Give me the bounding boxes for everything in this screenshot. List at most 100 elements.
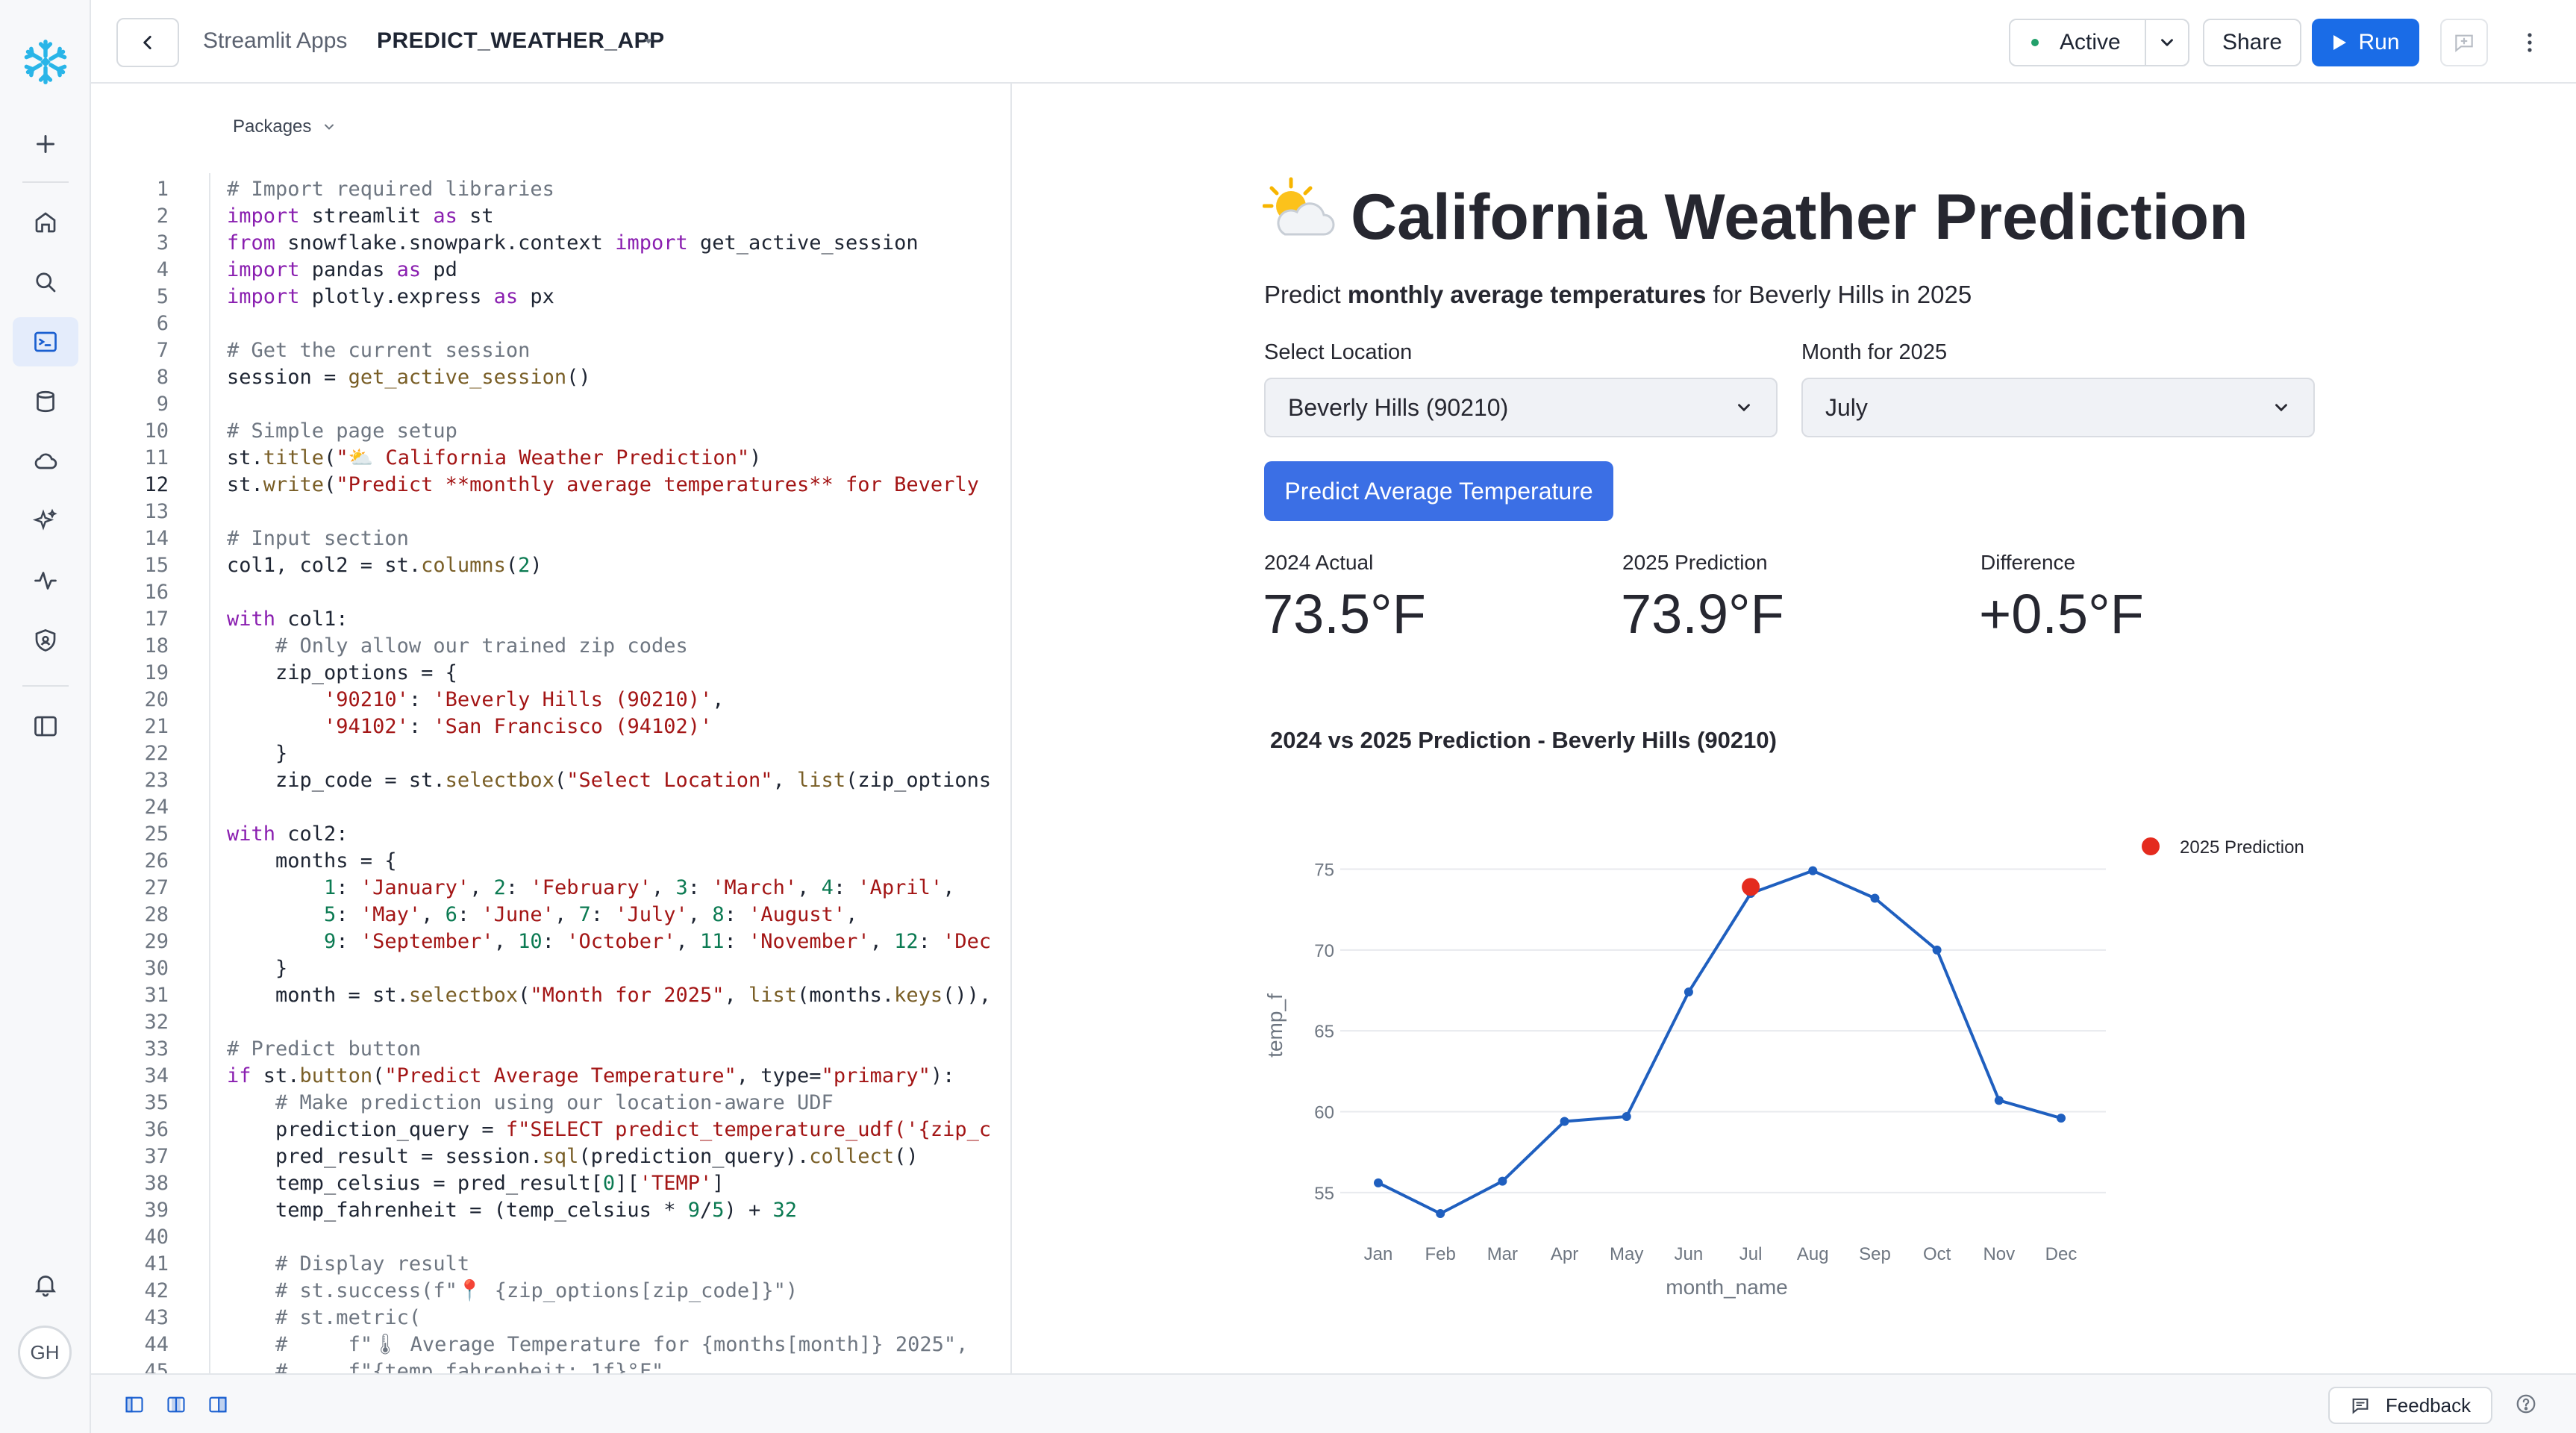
code-line[interactable]: 28 5: 'May', 6: 'June', 7: 'July', 8: 'A… xyxy=(91,902,1010,928)
sidebar-toggle-icon[interactable] xyxy=(13,702,78,751)
code-line-text: # Get the current session xyxy=(227,339,531,362)
status-button[interactable]: Active xyxy=(2010,20,2146,65)
code-editor[interactable]: Packages 1 # Import required libraries 2 im… xyxy=(91,84,1012,1373)
code-line[interactable]: 20 '90210': 'Beverly Hills (90210)', xyxy=(91,687,1010,714)
code-line[interactable]: 10 # Simple page setup xyxy=(91,418,1010,445)
code-line[interactable]: 31 month = st.selectbox("Month for 2025"… xyxy=(91,982,1010,1009)
prediction-point xyxy=(1742,878,1760,896)
rail-divider xyxy=(22,685,69,687)
ai-sparkle-icon[interactable] xyxy=(13,496,78,546)
code-line[interactable]: 32 xyxy=(91,1009,1010,1036)
create-plus-icon[interactable] xyxy=(13,119,78,169)
share-button[interactable]: Share xyxy=(2203,19,2301,66)
top-header: Streamlit Apps PREDICT_WEATHER_APP Activ… xyxy=(91,0,2576,84)
code-line-text xyxy=(169,1009,227,1036)
code-line[interactable]: 26 months = { xyxy=(91,848,1010,875)
code-line-text: months = { xyxy=(227,849,397,872)
code-line[interactable]: 14 # Input section xyxy=(91,525,1010,552)
code-line[interactable]: 11 st.title("⛅ California Weather Predict… xyxy=(91,445,1010,472)
status-dropdown-toggle[interactable] xyxy=(2146,20,2188,65)
layout-editor-only-icon[interactable] xyxy=(124,1394,145,1415)
code-line[interactable]: 36 prediction_query = f"SELECT predict_t… xyxy=(91,1117,1010,1143)
breadcrumb-parent-link[interactable]: Streamlit Apps xyxy=(203,28,348,53)
code-line[interactable]: 39 temp_fahrenheit = (temp_celsius * 9/5… xyxy=(91,1197,1010,1224)
predict-temperature-button[interactable]: Predict Average Temperature xyxy=(1264,461,1613,521)
code-line-text: from snowflake.snowpark.context import g… xyxy=(227,231,919,255)
code-line[interactable]: 19 zip_options = { xyxy=(91,660,1010,687)
code-line[interactable]: 45 # f"{temp_fahrenheit:.1f}°F", xyxy=(91,1358,1010,1373)
line-number: 26 xyxy=(144,849,169,872)
code-line[interactable]: 38 temp_celsius = pred_result[0]['TEMP'] xyxy=(91,1170,1010,1197)
code-line[interactable]: 42 # st.success(f"📍 {zip_options[zip_cod… xyxy=(91,1278,1010,1305)
run-label: Run xyxy=(2358,30,2400,54)
home-icon[interactable] xyxy=(13,198,78,247)
x-tick-label: Feb xyxy=(1425,1244,1456,1264)
back-button[interactable] xyxy=(116,18,179,67)
app-rail: GH xyxy=(0,0,91,1433)
feedback-button[interactable]: Feedback xyxy=(2328,1387,2492,1424)
code-line[interactable]: 2 import streamlit as st xyxy=(91,203,1010,230)
comments-button[interactable] xyxy=(2440,19,2488,66)
line-number: 29 xyxy=(144,930,169,953)
code-line[interactable]: 3 from snowflake.snowpark.context import … xyxy=(91,230,1010,257)
metric-prediction-label: 2025 Prediction xyxy=(1622,551,1768,574)
caret-down-icon[interactable] xyxy=(640,33,657,49)
monitoring-activity-icon[interactable] xyxy=(13,556,78,605)
line-number: 44 xyxy=(144,1333,169,1356)
code-line[interactable]: 29 9: 'September', 10: 'October', 11: 'N… xyxy=(91,928,1010,955)
layout-preview-only-icon[interactable] xyxy=(207,1394,228,1415)
code-line[interactable]: 21 '94102': 'San Francisco (94102)' xyxy=(91,714,1010,740)
help-icon[interactable] xyxy=(2515,1393,2537,1415)
code-lines[interactable]: 1 # Import required libraries 2 import stre… xyxy=(91,176,1010,1373)
code-line[interactable]: 8 session = get_active_session() xyxy=(91,364,1010,391)
cloud-icon[interactable] xyxy=(13,437,78,486)
projects-terminal-icon[interactable] xyxy=(13,317,78,366)
code-line[interactable]: 12 st.write("Predict **monthly average te… xyxy=(91,472,1010,499)
code-line[interactable]: 4 import pandas as pd xyxy=(91,257,1010,284)
code-line[interactable]: 35 # Make prediction using our location-… xyxy=(91,1090,1010,1117)
metric-actual-label: 2024 Actual xyxy=(1264,551,1374,574)
code-line[interactable]: 44 # f"🌡 Average Temperature for {months… xyxy=(91,1331,1010,1358)
packages-dropdown[interactable]: Packages xyxy=(233,116,337,137)
code-line[interactable]: 13 xyxy=(91,499,1010,525)
code-line[interactable]: 27 1: 'January', 2: 'February', 3: 'Marc… xyxy=(91,875,1010,902)
code-line[interactable]: 9 xyxy=(91,391,1010,418)
code-line[interactable]: 5 import plotly.express as px xyxy=(91,284,1010,310)
code-line[interactable]: 17 with col1: xyxy=(91,606,1010,633)
series-point xyxy=(1498,1176,1507,1186)
temperature-line-chart[interactable]: 55 60 65 70 75 Jan Feb Mar Apr May Jun Jul Aug Sep Oct… xyxy=(1012,84,2576,1373)
code-line[interactable]: 33 # Predict button xyxy=(91,1036,1010,1063)
location-select[interactable]: Beverly Hills (90210) xyxy=(1264,378,1778,437)
user-avatar[interactable]: GH xyxy=(18,1326,72,1379)
code-line[interactable]: 23 zip_code = st.selectbox("Select Locat… xyxy=(91,767,1010,794)
more-options-button[interactable] xyxy=(2506,19,2554,66)
notifications-bell-icon[interactable] xyxy=(13,1260,78,1309)
line-number: 21 xyxy=(144,715,169,738)
code-line[interactable]: 34 if st.button("Predict Average Temperat… xyxy=(91,1063,1010,1090)
line-number: 18 xyxy=(144,634,169,658)
code-line[interactable]: 22 } xyxy=(91,740,1010,767)
x-tick-label: Dec xyxy=(2045,1244,2078,1264)
app-name-breadcrumb[interactable]: PREDICT_WEATHER_APP xyxy=(377,28,665,53)
code-line[interactable]: 15 col1, col2 = st.columns(2) xyxy=(91,552,1010,579)
code-line[interactable]: 41 # Display result xyxy=(91,1251,1010,1278)
code-line[interactable]: 16 xyxy=(91,579,1010,606)
code-line[interactable]: 30 } xyxy=(91,955,1010,982)
code-line[interactable]: 6 xyxy=(91,310,1010,337)
month-select[interactable]: July xyxy=(1801,378,2315,437)
code-line[interactable]: 40 xyxy=(91,1224,1010,1251)
code-line[interactable]: 24 xyxy=(91,794,1010,821)
code-line[interactable]: 18 # Only allow our trained zip codes xyxy=(91,633,1010,660)
search-icon[interactable] xyxy=(13,257,78,307)
code-line[interactable]: 1 # Import required libraries xyxy=(91,176,1010,203)
code-line[interactable]: 7 # Get the current session xyxy=(91,337,1010,364)
snowflake-logo-icon[interactable] xyxy=(13,37,78,87)
layout-split-icon[interactable] xyxy=(166,1394,187,1415)
chevron-left-icon xyxy=(143,36,151,49)
run-button[interactable]: Run xyxy=(2312,19,2419,66)
code-line[interactable]: 25 with col2: xyxy=(91,821,1010,848)
admin-shield-icon[interactable] xyxy=(13,616,78,665)
data-database-icon[interactable] xyxy=(13,377,78,426)
code-line[interactable]: 43 # st.metric( xyxy=(91,1305,1010,1331)
code-line[interactable]: 37 pred_result = session.sql(prediction_… xyxy=(91,1143,1010,1170)
